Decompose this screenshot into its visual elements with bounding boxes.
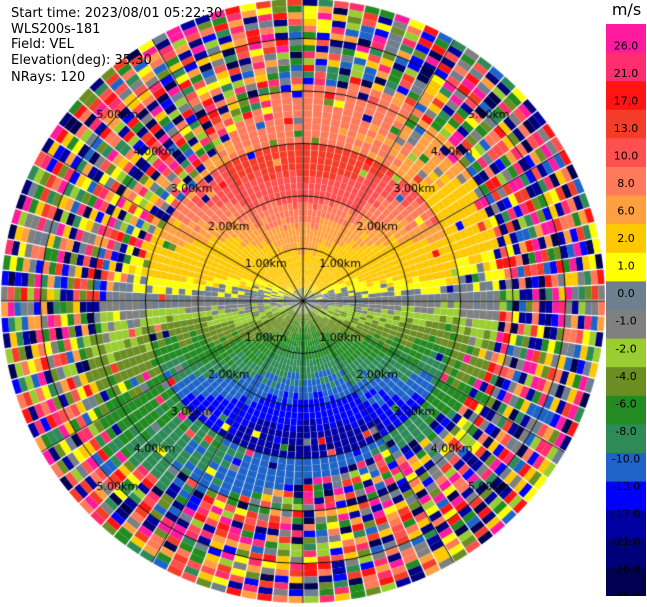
colorbar-segment xyxy=(606,510,646,540)
colorbar-segment xyxy=(606,195,646,225)
colorbar-tick-label: -21.0 xyxy=(612,535,640,548)
colorbar-segment xyxy=(606,424,646,454)
colorbar-segment xyxy=(606,252,646,282)
colorbar-tick-label: -17.0 xyxy=(612,507,640,520)
colorbar-segment xyxy=(606,538,646,568)
colorbar-tick-label: -26.0 xyxy=(612,562,640,575)
colorbar-segment xyxy=(606,52,646,82)
colorbar-segment xyxy=(606,138,646,168)
colorbar-tick-label: -4.0 xyxy=(615,370,636,383)
colorbar-segment xyxy=(606,481,646,511)
colorbar-segment xyxy=(606,338,646,368)
colorbar-segment xyxy=(606,24,646,54)
colorbar-tick-label: -2.0 xyxy=(615,342,636,355)
colorbar-tick-label: -30.0 xyxy=(612,590,640,596)
colorbar-tick-label: 26.0 xyxy=(614,39,639,52)
colorbar-segment xyxy=(606,367,646,397)
colorbar-segment xyxy=(606,453,646,483)
colorbar-segment xyxy=(606,224,646,254)
colorbar-segment xyxy=(606,167,646,197)
colorbar-tick-label: 10.0 xyxy=(614,150,639,163)
colorbar-segment xyxy=(606,281,646,311)
colorbar-tick-label: 1.0 xyxy=(617,260,635,273)
colorbar-tick-label: 21.0 xyxy=(614,67,639,80)
colorbar-segment xyxy=(606,109,646,139)
colorbar-tick-label: -1.0 xyxy=(615,315,636,328)
colorbar: 26.0 21.0 17.0 13.0 10.0 8.0 6.0 2.0 1.0 0.0 -1.0 -… xyxy=(606,24,646,596)
ppi-plot xyxy=(0,0,606,607)
colorbar-tick-label: 2.0 xyxy=(617,232,635,245)
colorbar-segment xyxy=(606,395,646,425)
colorbar-tick-label: 6.0 xyxy=(617,205,635,218)
colorbar-tick-label: -6.0 xyxy=(615,397,636,410)
colorbar-segment xyxy=(606,81,646,111)
colorbar-tick-label: -10.0 xyxy=(612,452,640,465)
colorbar-segment xyxy=(606,567,646,596)
colorbar-unit: m/s xyxy=(611,0,642,19)
colorbar-tick-label: 17.0 xyxy=(614,95,639,108)
colorbar-tick-label: 0.0 xyxy=(617,287,635,300)
start-time-label: Start time: 2023/08/01 05:22:30 xyxy=(11,6,223,21)
colorbar-tick-label: 13.0 xyxy=(614,122,639,135)
colorbar-tick-label: -8.0 xyxy=(615,425,636,438)
field-label: Field: VEL xyxy=(11,37,74,52)
station-label: WLS200s-181 xyxy=(11,22,101,37)
colorbar-tick-label: -13.0 xyxy=(612,480,640,493)
elevation-label: Elevation(deg): 35.30 xyxy=(11,53,152,68)
colorbar-segment xyxy=(606,310,646,340)
nrays-label: NRays: 120 xyxy=(11,70,86,85)
colorbar-tick-label: 8.0 xyxy=(617,177,635,190)
